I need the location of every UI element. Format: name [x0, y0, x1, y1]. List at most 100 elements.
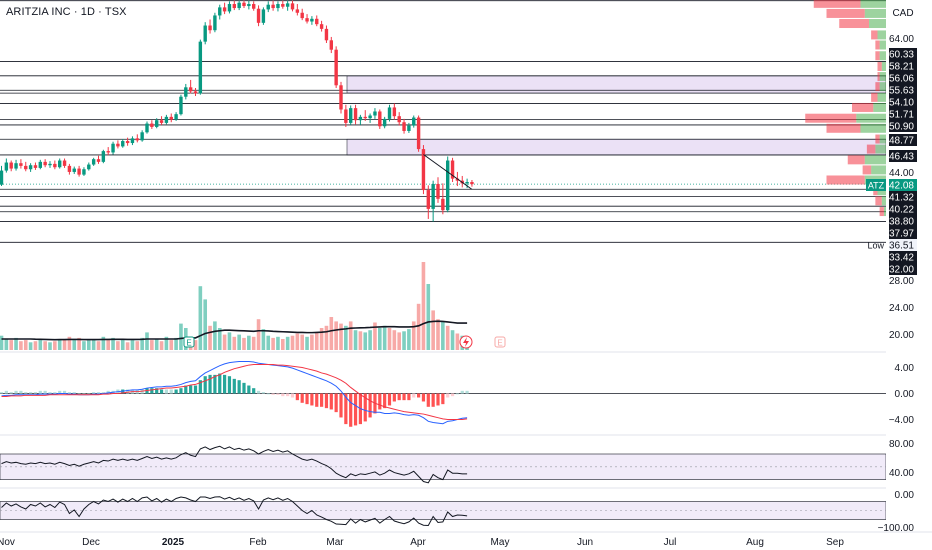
macd-histogram-bar — [29, 392, 33, 394]
candle-body — [300, 12, 304, 19]
volume-bar — [281, 339, 285, 350]
volume-bar — [373, 322, 377, 350]
macd-histogram-bar — [58, 390, 62, 394]
volume-bar — [324, 325, 329, 350]
macd-histogram-bar — [281, 393, 285, 397]
volume-bar — [276, 336, 280, 350]
macd-histogram-bar — [349, 393, 353, 427]
candle-body — [276, 4, 280, 9]
price-level-badge — [889, 48, 917, 60]
volume-bar — [4, 339, 9, 350]
candle-body — [164, 116, 169, 123]
candle-body — [33, 165, 38, 168]
volume-bar — [116, 341, 120, 350]
candle-body — [412, 117, 416, 126]
volume-bar — [261, 329, 266, 350]
macd-histogram-bar — [0, 392, 4, 394]
willr-tick-label: −100.00 — [878, 523, 915, 534]
volume-bar — [145, 332, 149, 350]
symbol-badge — [866, 179, 886, 191]
candle-body — [353, 108, 358, 121]
candle-body — [392, 107, 397, 117]
volume-bar — [407, 329, 411, 350]
macd-histogram-bar — [300, 393, 304, 403]
volume-profile-buy — [881, 61, 886, 71]
volume-bar — [43, 341, 47, 350]
candle-body — [24, 165, 28, 170]
volume-bar — [450, 330, 455, 350]
candle-body — [82, 169, 86, 175]
volume-bar — [14, 337, 18, 350]
volume-bar — [421, 262, 426, 350]
macd-histogram-bar — [320, 393, 324, 407]
candle-body — [426, 190, 430, 209]
rsi-band — [0, 453, 887, 480]
price-level-badge — [889, 72, 917, 84]
volume-bar — [290, 335, 295, 350]
volume-bar — [23, 340, 28, 350]
candle-body — [315, 18, 319, 25]
macd-histogram-bar — [417, 393, 421, 398]
volume-bar — [382, 325, 387, 350]
volume-bar — [455, 333, 460, 350]
macd-histogram-bar — [315, 393, 319, 407]
time-tick-label: Apr — [410, 537, 426, 548]
candle-body — [455, 178, 460, 181]
candle-body — [290, 3, 295, 10]
volume-profile-buy — [864, 8, 886, 18]
volume-profile-buy — [879, 82, 886, 92]
indicator-lines — [0, 360, 469, 527]
volume-bar — [38, 340, 43, 350]
macd-histogram-bar — [329, 393, 333, 410]
macd-signal-line — [1, 363, 468, 421]
macd-histogram-bar — [368, 393, 372, 418]
price-level-value: 51.71 — [889, 110, 914, 121]
candle-body — [58, 160, 62, 168]
price-level-value: 33.42 — [889, 253, 914, 264]
macd-histogram-bar — [92, 392, 96, 394]
volume-profile-buy — [873, 102, 886, 112]
price-level-badge — [889, 108, 917, 120]
volume-profile-sell — [826, 123, 861, 133]
price-level-badge — [889, 215, 917, 227]
volume-profile-buy — [856, 113, 886, 123]
price-level-value: 37.97 — [889, 229, 914, 240]
macd-histogram-bar — [179, 388, 183, 394]
volume-bar — [295, 333, 300, 350]
volume-bar — [416, 303, 421, 350]
macd-histogram-bar — [48, 392, 52, 394]
candle-body — [310, 18, 314, 22]
symbol-label: ATZ — [868, 181, 885, 191]
macd-histogram-bar — [4, 390, 8, 394]
candle-body — [198, 41, 203, 94]
macd-histogram-bar — [397, 393, 401, 401]
time-tick-label: Jul — [664, 537, 677, 548]
volume-bar — [106, 340, 110, 350]
rsi-tick-label: 40.00 — [889, 468, 914, 479]
candle-body — [261, 9, 266, 23]
macd-histogram-bar — [223, 374, 227, 394]
candle-body — [193, 91, 198, 94]
time-tick-label: Feb — [249, 537, 267, 548]
candle-body — [106, 151, 110, 153]
volume-bar — [378, 328, 382, 350]
volume-bar — [392, 330, 397, 350]
macd-histogram-bar — [237, 380, 241, 394]
macd-histogram-bar — [436, 393, 440, 406]
macd-histogram-bar — [213, 374, 217, 394]
volume-bar — [271, 337, 275, 350]
volume-bar — [353, 330, 358, 350]
low-label: Low — [867, 241, 884, 251]
earnings-marker: E — [186, 339, 191, 348]
macd-histogram-bar — [290, 393, 295, 398]
volume-profile-sell — [877, 61, 882, 71]
rsi-line — [1, 445, 468, 484]
macd-tick-label: −4.00 — [889, 415, 915, 426]
candle-body — [184, 87, 188, 97]
candle-body — [242, 2, 246, 7]
candle-body — [266, 4, 270, 10]
candle-body — [373, 111, 377, 116]
volume-ma-line — [1, 320, 468, 341]
volume-bar — [397, 332, 401, 350]
